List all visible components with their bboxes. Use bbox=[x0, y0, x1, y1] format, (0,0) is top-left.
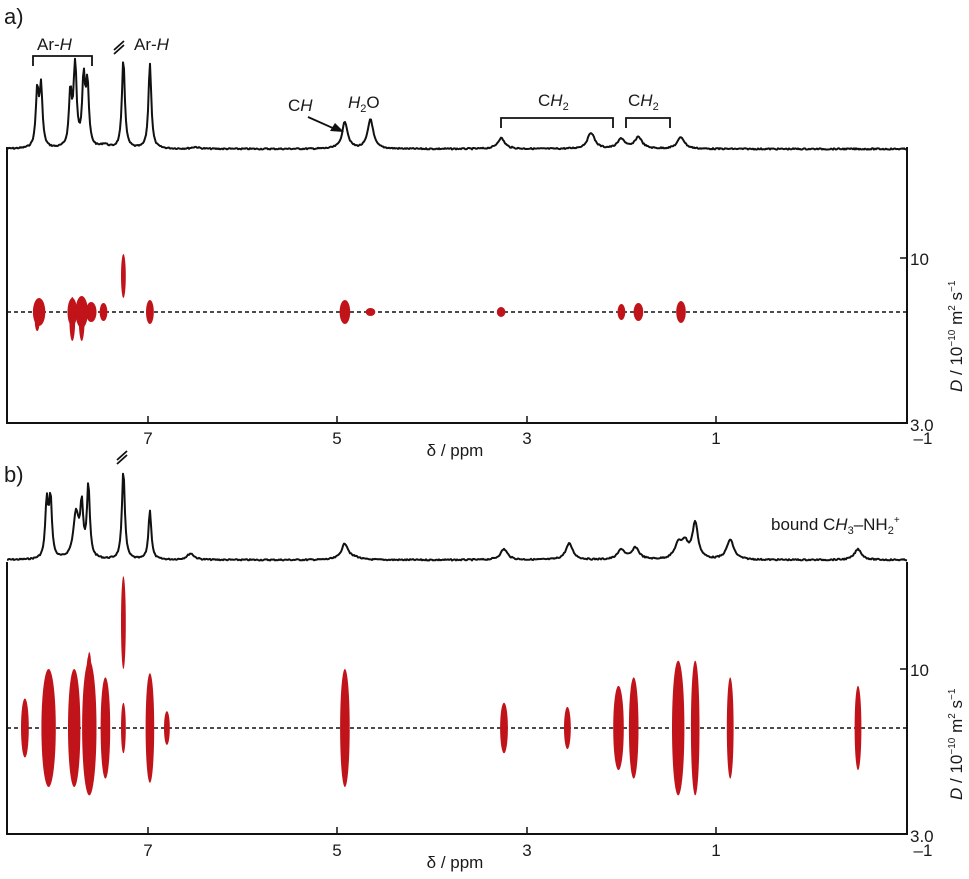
cross-peak bbox=[500, 702, 508, 754]
ar-h-bracket bbox=[32, 55, 93, 66]
cross-peak bbox=[21, 698, 29, 758]
cross-peak bbox=[496, 307, 506, 317]
x-tick-label: 7 bbox=[143, 841, 152, 860]
x-tick-label: 1 bbox=[711, 841, 720, 860]
ch2-label-1: CH2 bbox=[538, 91, 569, 113]
cross-peak bbox=[613, 685, 624, 771]
cross-peak bbox=[672, 660, 685, 796]
ch-label: CH bbox=[288, 96, 313, 115]
panel-a-plot-frame bbox=[6, 147, 908, 424]
y-tick-label: 3.0 bbox=[910, 416, 934, 435]
panel-b-label: b) bbox=[4, 462, 24, 487]
panel-b-plot-frame bbox=[6, 562, 908, 835]
x-tick-label: 5 bbox=[332, 429, 341, 448]
x-tick-label: 3 bbox=[522, 429, 531, 448]
cross-peak bbox=[145, 673, 155, 783]
x-tick-label: 3 bbox=[522, 841, 531, 860]
cross-peak bbox=[121, 702, 126, 754]
panel-a-label: a) bbox=[4, 4, 24, 29]
x-tick-label: 1 bbox=[711, 429, 720, 448]
cross-peak bbox=[121, 576, 126, 669]
ar-h-label-1: Ar-H bbox=[37, 35, 73, 54]
panel-b-y-axis-label: D / 10−10 m2 s−1 bbox=[947, 688, 966, 800]
ch2-bracket-1 bbox=[500, 117, 614, 128]
x-tick-label: 5 bbox=[332, 841, 341, 860]
cross-peak bbox=[146, 300, 154, 324]
cross-peak bbox=[78, 297, 85, 341]
panel-b-y-axis bbox=[900, 668, 907, 835]
cross-peak bbox=[69, 297, 76, 341]
cross-peak bbox=[340, 669, 350, 787]
y-tick-label: 10 bbox=[910, 661, 929, 680]
cross-peak bbox=[99, 303, 108, 321]
cross-peak bbox=[68, 669, 81, 787]
panel-a-x-axis bbox=[147, 416, 717, 423]
x-tick-label: 7 bbox=[143, 429, 152, 448]
cross-peak bbox=[676, 301, 686, 323]
y-tick-label: 3.0 bbox=[910, 827, 934, 846]
x-tick-label: –1 bbox=[914, 841, 933, 860]
panel-a-y-axis bbox=[900, 257, 907, 424]
panel-a-annotations: Ar-H Ar-H CH H2O CH2 CH2 bbox=[32, 35, 671, 132]
panel-b-truncation-mark bbox=[116, 450, 128, 465]
h2o-label: H2O bbox=[348, 93, 380, 115]
panel-b-cross-peaks bbox=[21, 576, 862, 796]
cross-peak bbox=[726, 677, 734, 779]
panel-a-y-axis-label: D / 10−10 m2 s−1 bbox=[947, 280, 966, 392]
cross-peak bbox=[85, 656, 92, 758]
panel-b-x-axis-label: δ / ppm bbox=[427, 853, 484, 872]
cross-peak bbox=[365, 308, 376, 316]
ch-arrow-head bbox=[330, 123, 344, 132]
cross-peak bbox=[690, 660, 700, 796]
cross-peak bbox=[564, 706, 571, 750]
cross-peak bbox=[121, 254, 126, 298]
cross-peak bbox=[34, 311, 40, 331]
ch2-label-2: CH2 bbox=[628, 91, 659, 113]
cross-peak bbox=[164, 711, 170, 745]
cross-peak bbox=[854, 685, 862, 771]
panel-b: b) bound CH3–NH2+ 7 5 3 1 –1 δ / ppm 10 … bbox=[4, 450, 966, 872]
x-tick-label: –1 bbox=[914, 429, 933, 448]
ch-arrow-line bbox=[307, 116, 336, 130]
cross-peak bbox=[41, 669, 56, 787]
cross-peak bbox=[85, 302, 97, 322]
cross-peak bbox=[628, 677, 639, 779]
cross-peak bbox=[339, 300, 351, 324]
ch2-bracket-2 bbox=[625, 117, 671, 128]
ar-h-label-2: Ar-H bbox=[134, 35, 170, 54]
panel-a: a) Ar-H Ar-H CH H2O CH2 CH2 bbox=[4, 4, 966, 460]
panel-a-cross-peaks bbox=[32, 254, 686, 341]
panel-b-x-axis bbox=[147, 827, 717, 834]
y-tick-label: 10 bbox=[910, 250, 929, 269]
panel-a-truncation-mark bbox=[113, 40, 125, 55]
panel-a-1d-spectrum bbox=[7, 57, 908, 151]
panel-a-x-axis-label: δ / ppm bbox=[427, 441, 484, 460]
cross-peak bbox=[617, 304, 626, 320]
cross-peak bbox=[100, 677, 111, 779]
cross-peak bbox=[633, 303, 644, 321]
panel-b-1d-spectrum bbox=[6, 472, 908, 562]
bound-ch3-nh2-label: bound CH3–NH2+ bbox=[771, 515, 900, 537]
